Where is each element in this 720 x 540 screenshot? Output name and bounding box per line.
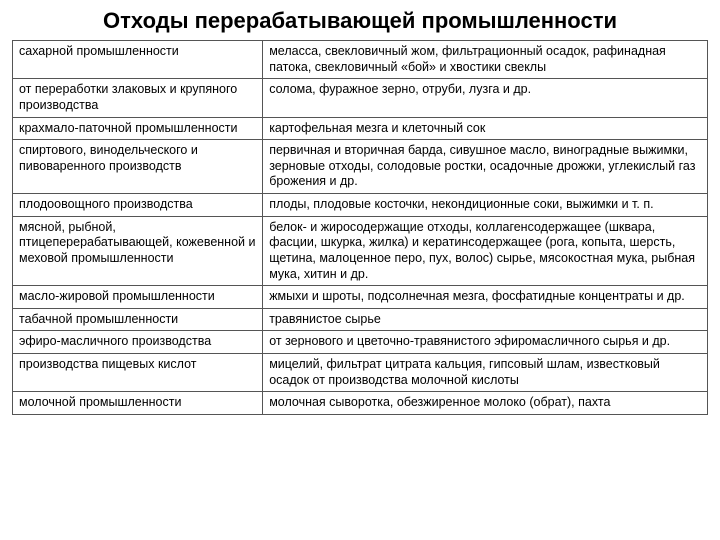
table-row: табачной промышленноститравянистое сырье [13, 308, 708, 331]
waste-table: сахарной промышленностимеласса, свеклови… [12, 40, 708, 415]
waste-cell: картофельная мезга и клеточный сок [263, 117, 708, 140]
waste-cell: белок- и жиросодержащие отходы, коллаген… [263, 216, 708, 286]
waste-cell: молочная сыворотка, обезжиренное молоко … [263, 392, 708, 415]
source-cell: табачной промышленности [13, 308, 263, 331]
table-row: спиртового, винодельческого и пивоваренн… [13, 140, 708, 194]
table-row: мясной, рыбной, птицеперерабатывающей, к… [13, 216, 708, 286]
source-cell: мясной, рыбной, птицеперерабатывающей, к… [13, 216, 263, 286]
waste-cell: меласса, свекловичный жом, фильтрационны… [263, 41, 708, 79]
source-cell: сахарной промышленности [13, 41, 263, 79]
table-row: эфиро-масличного производстваот зерновог… [13, 331, 708, 354]
source-cell: плодоовощного производства [13, 194, 263, 217]
table-row: масло-жировой промышленностижмыхи и шрот… [13, 286, 708, 309]
source-cell: крахмало-паточной промышленности [13, 117, 263, 140]
waste-cell: травянистое сырье [263, 308, 708, 331]
table-row: плодоовощного производстваплоды, плодовы… [13, 194, 708, 217]
waste-cell: жмыхи и шроты, подсолнечная мезга, фосфа… [263, 286, 708, 309]
source-cell: спиртового, винодельческого и пивоваренн… [13, 140, 263, 194]
table-row: производства пищевых кислотмицелий, филь… [13, 354, 708, 392]
source-cell: от переработки злаковых и крупяного прои… [13, 79, 263, 117]
page-title: Отходы перерабатывающей промышленности [12, 8, 708, 34]
table-row: от переработки злаковых и крупяного прои… [13, 79, 708, 117]
waste-cell: солома, фуражное зерно, отруби, лузга и … [263, 79, 708, 117]
source-cell: производства пищевых кислот [13, 354, 263, 392]
table-row: сахарной промышленностимеласса, свеклови… [13, 41, 708, 79]
waste-cell: первичная и вторичная барда, сивушное ма… [263, 140, 708, 194]
table-row: крахмало-паточной промышленностикартофел… [13, 117, 708, 140]
source-cell: эфиро-масличного производства [13, 331, 263, 354]
table-row: молочной промышленностимолочная сыворотк… [13, 392, 708, 415]
waste-cell: мицелий, фильтрат цитрата кальция, гипсо… [263, 354, 708, 392]
source-cell: молочной промышленности [13, 392, 263, 415]
source-cell: масло-жировой промышленности [13, 286, 263, 309]
waste-cell: плоды, плодовые косточки, некондиционные… [263, 194, 708, 217]
waste-cell: от зернового и цветочно-травянистого эфи… [263, 331, 708, 354]
